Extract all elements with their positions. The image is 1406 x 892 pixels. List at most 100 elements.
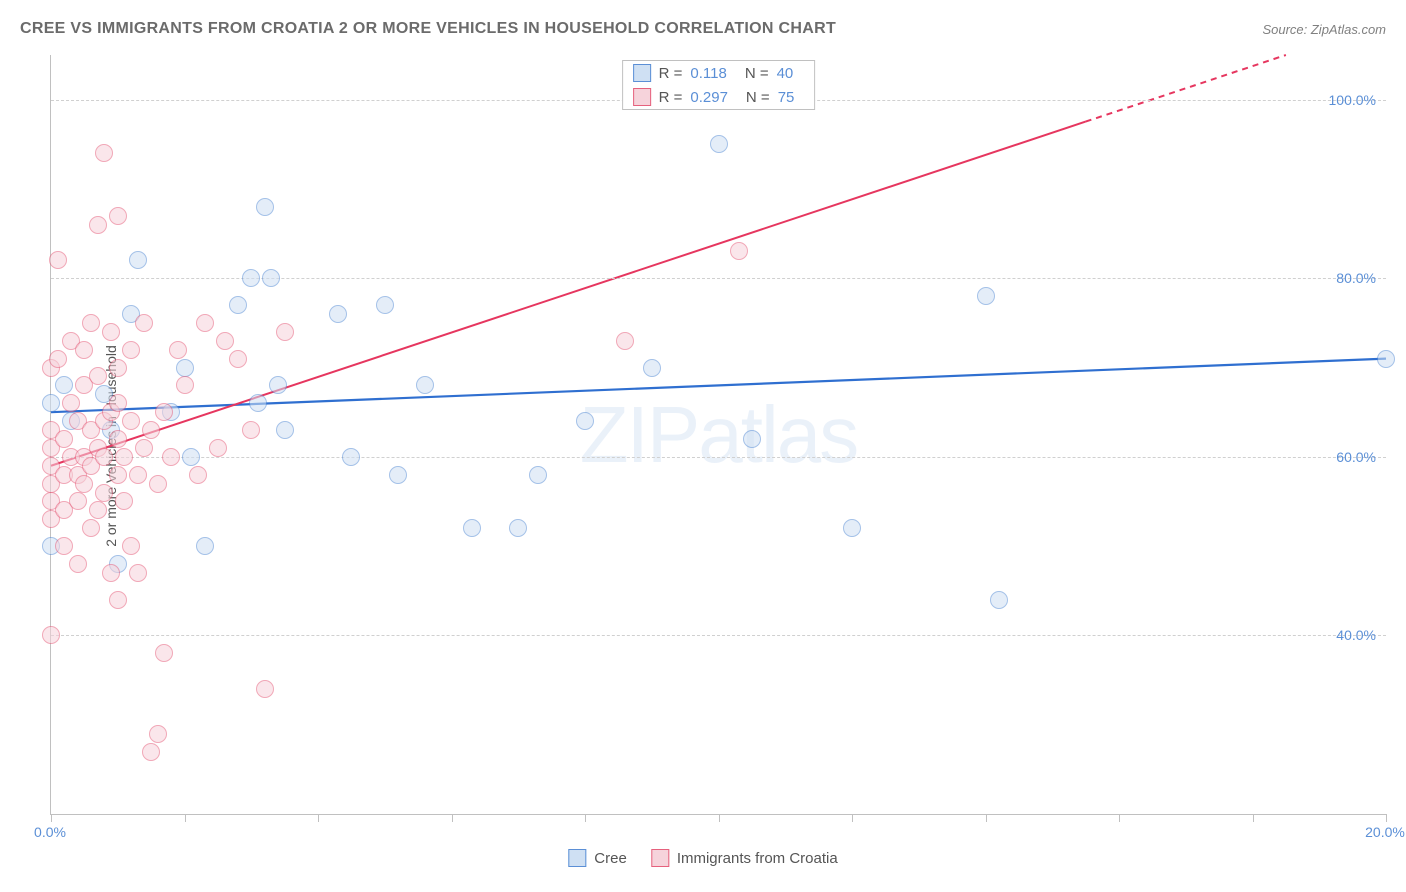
data-point [109,430,127,448]
data-point [196,314,214,332]
data-point [242,269,260,287]
stat-label: R = [659,89,683,106]
swatch-croatia [633,88,651,106]
data-point [229,296,247,314]
data-point [389,466,407,484]
data-point [416,376,434,394]
data-point [49,350,67,368]
correlation-stats-box: R = 0.118 N = 40 R = 0.297 N = 75 [622,60,816,110]
data-point [176,359,194,377]
x-tick [1386,814,1387,822]
data-point [743,430,761,448]
data-point [376,296,394,314]
series-legend: Cree Immigrants from Croatia [568,849,837,867]
data-point [69,492,87,510]
data-point [162,448,180,466]
stat-label: N = [746,89,770,106]
y-tick-label: 40.0% [1336,627,1376,643]
data-point [135,314,153,332]
data-point [109,207,127,225]
data-point [149,475,167,493]
x-tick [585,814,586,822]
chart-title: CREE VS IMMIGRANTS FROM CROATIA 2 OR MOR… [20,20,836,38]
data-point [463,519,481,537]
legend-swatch-croatia [651,849,669,867]
data-point [229,350,247,368]
stat-label: R = [659,65,683,82]
data-point [342,448,360,466]
stats-row-croatia: R = 0.297 N = 75 [623,85,815,109]
data-point [75,475,93,493]
x-tick [51,814,52,822]
data-point [155,644,173,662]
x-tick-label: 0.0% [34,824,66,840]
data-point [55,376,73,394]
data-point [142,743,160,761]
legend-label-croatia: Immigrants from Croatia [677,850,838,867]
data-point [89,216,107,234]
data-point [990,591,1008,609]
data-point [529,466,547,484]
watermark-bold: ZIP [580,390,698,479]
data-point [55,537,73,555]
data-point [115,492,133,510]
data-point [256,198,274,216]
data-point [102,564,120,582]
data-point [169,341,187,359]
watermark: ZIPatlas [580,389,857,481]
x-tick [719,814,720,822]
header: CREE VS IMMIGRANTS FROM CROATIA 2 OR MOR… [20,20,1386,38]
data-point [262,269,280,287]
data-point [710,135,728,153]
x-tick [1119,814,1120,822]
data-point [149,725,167,743]
x-tick [986,814,987,822]
r-value-cree: 0.118 [690,65,726,82]
data-point [135,439,153,457]
data-point [276,421,294,439]
data-point [155,403,173,421]
data-point [109,359,127,377]
legend-swatch-cree [568,849,586,867]
chart-container: CREE VS IMMIGRANTS FROM CROATIA 2 OR MOR… [0,0,1406,892]
source-attribution: Source: ZipAtlas.com [1262,22,1386,37]
data-point [69,555,87,573]
data-point [95,484,113,502]
data-point [102,323,120,341]
n-value-cree: 40 [777,65,794,82]
data-point [209,439,227,457]
data-point [843,519,861,537]
data-point [122,341,140,359]
data-point [95,448,113,466]
data-point [109,394,127,412]
data-point [196,537,214,555]
data-point [122,537,140,555]
data-point [109,466,127,484]
data-point [182,448,200,466]
data-point [42,394,60,412]
x-tick [318,814,319,822]
stat-label: N = [745,65,769,82]
data-point [109,591,127,609]
data-point [82,314,100,332]
data-point [189,466,207,484]
gridline [51,457,1386,458]
data-point [576,412,594,430]
data-point [75,341,93,359]
data-point [95,144,113,162]
legend-item-croatia: Immigrants from Croatia [651,849,838,867]
x-tick [852,814,853,822]
data-point [249,394,267,412]
x-tick [452,814,453,822]
data-point [82,519,100,537]
gridline [51,635,1386,636]
n-value-croatia: 75 [778,89,795,106]
data-point [276,323,294,341]
data-point [509,519,527,537]
data-point [256,680,274,698]
data-point [49,251,67,269]
data-point [122,412,140,430]
legend-item-cree: Cree [568,849,627,867]
data-point [42,626,60,644]
data-point [129,251,147,269]
